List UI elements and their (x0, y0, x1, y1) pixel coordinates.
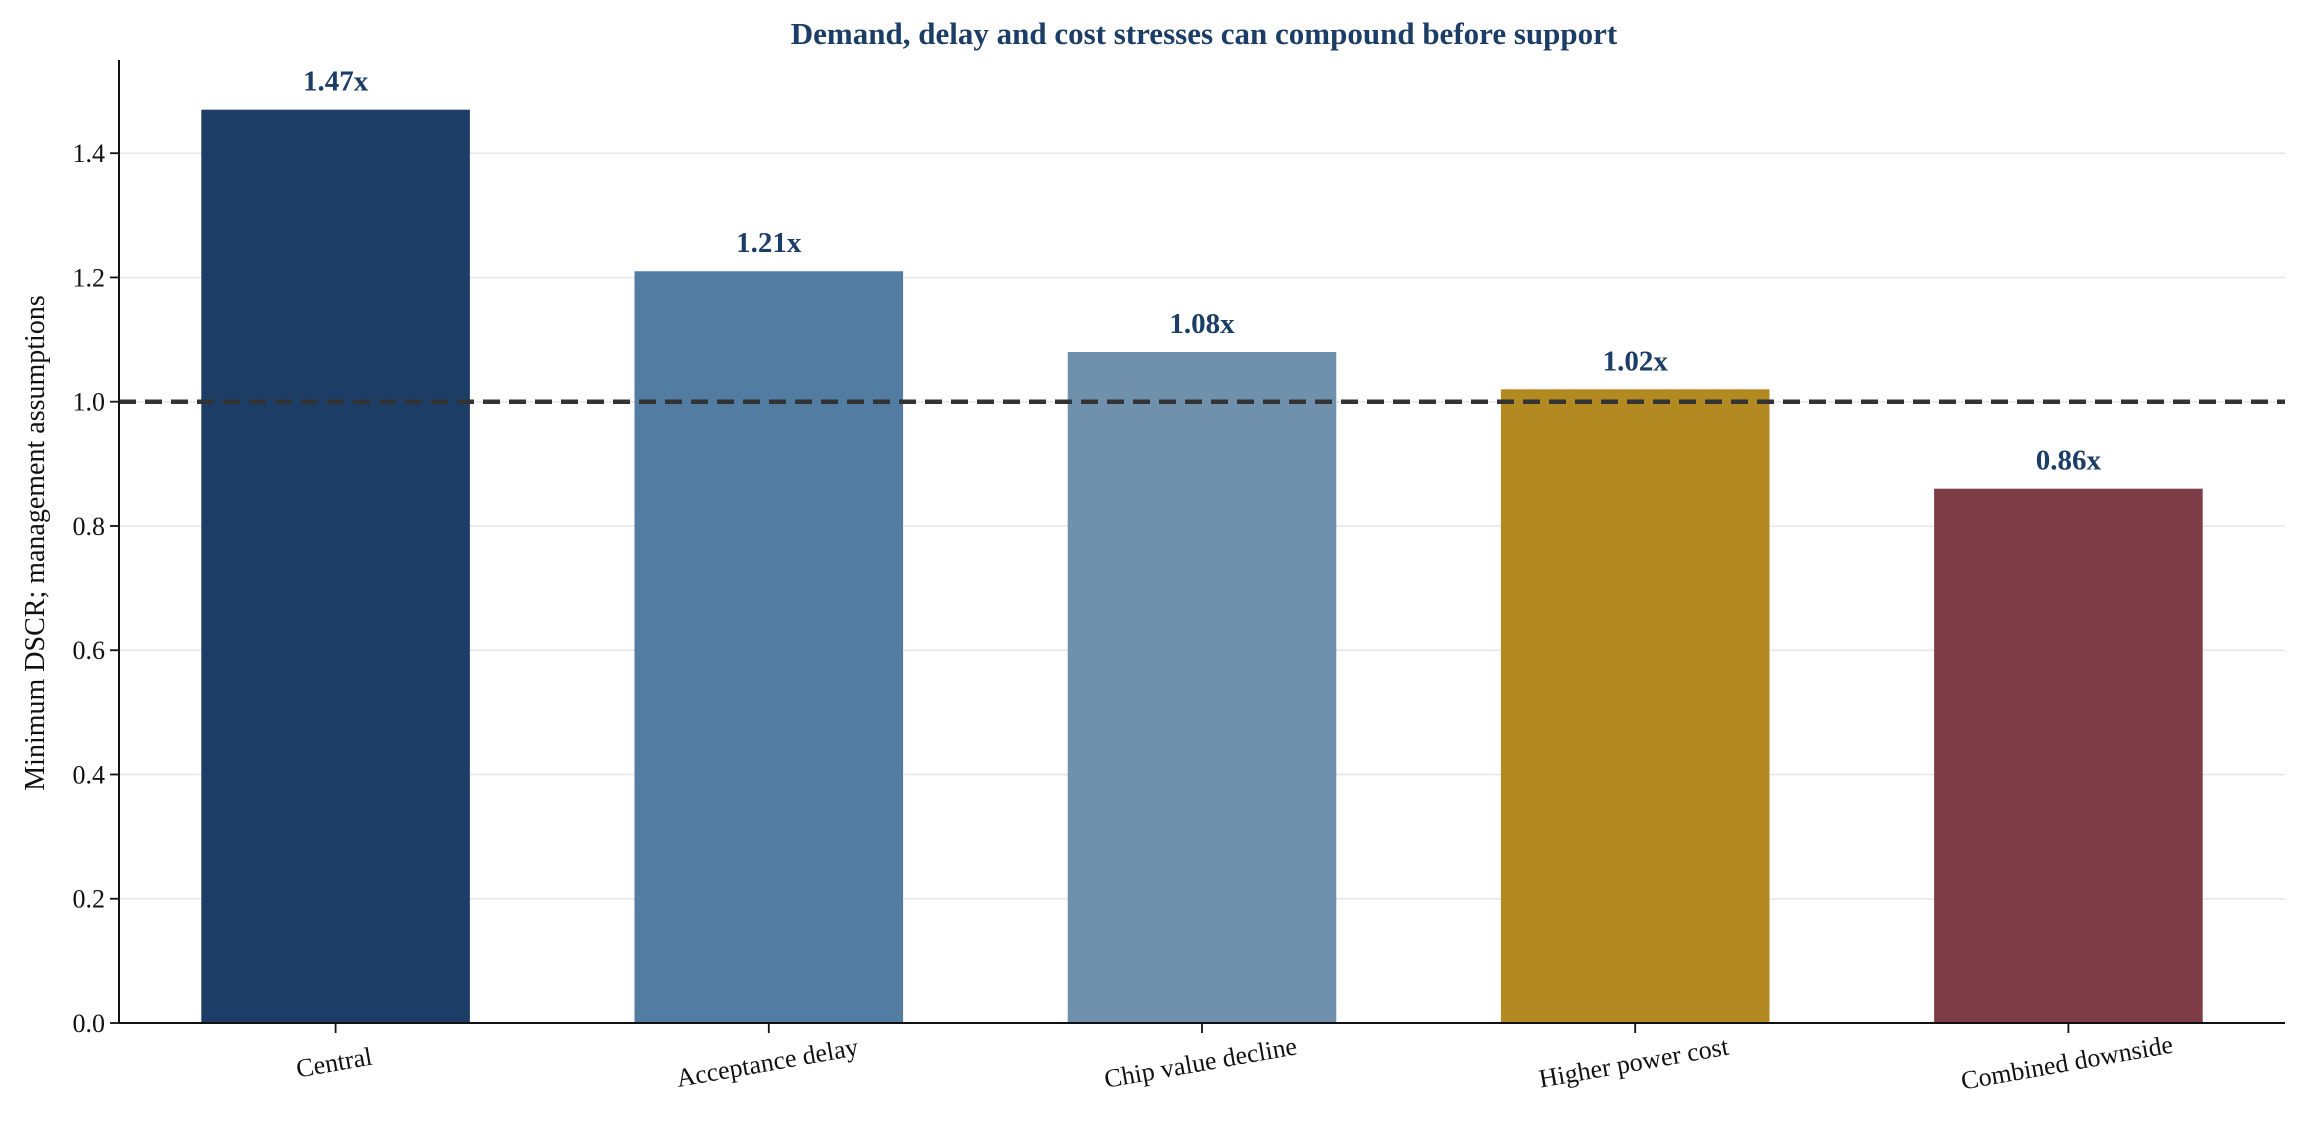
bar (1934, 488, 2203, 1023)
x-tick-label: Combined downside (1959, 1030, 2175, 1096)
x-tick-label: Higher power cost (1537, 1032, 1732, 1094)
data-labels: 1.47x 1.21x 1.08x 1.02x 0.86x (303, 66, 2102, 477)
y-tick-label: 0.4 (73, 760, 106, 789)
bar-value-label: 1.02x (1603, 345, 1669, 377)
y-tick-label: 1.4 (73, 139, 106, 168)
bar (634, 271, 904, 1023)
bar-value-label: 1.47x (303, 66, 369, 98)
y-tick-label: 0.6 (73, 636, 106, 665)
bar-value-label: 0.86x (2036, 445, 2102, 477)
x-tick-label: Acceptance delay (674, 1032, 860, 1093)
x-tick-label: Chip value decline (1102, 1031, 1299, 1093)
bar-value-label: 1.08x (1169, 308, 1235, 340)
x-tick-label: Central (294, 1042, 374, 1084)
bar (1500, 389, 1770, 1023)
y-tick-label: 0.2 (73, 885, 106, 914)
y-tick-label: 0.0 (73, 1009, 106, 1038)
y-axis-label: Minimum DSCR; management assumptions (20, 295, 51, 790)
y-tick-label: 1.2 (73, 263, 106, 292)
bars (201, 109, 2203, 1023)
bar (1067, 352, 1337, 1023)
chart-title: Demand, delay and cost stresses can comp… (791, 16, 1618, 51)
bar-value-label: 1.21x (736, 227, 802, 259)
y-tick-label: 0.8 (73, 512, 106, 541)
y-tick-label: 1.0 (73, 388, 106, 417)
bar (201, 109, 470, 1023)
